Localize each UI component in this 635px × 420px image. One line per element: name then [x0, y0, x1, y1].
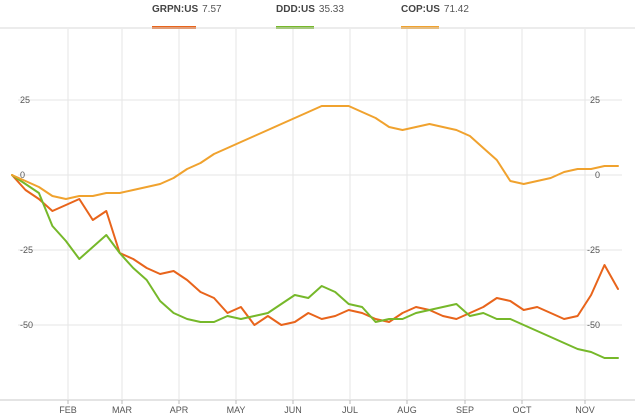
y-tick-label-left: 0	[20, 170, 25, 180]
legend-value: 7.57	[202, 4, 222, 15]
y-tick-label-right: 25	[590, 95, 600, 105]
y-tick-label-left: 25	[20, 95, 30, 105]
x-tick-label: FEB	[59, 405, 77, 415]
y-tick-label-right: -50	[587, 320, 600, 330]
legend-symbol: GRPN:US	[152, 4, 199, 15]
series-line-cop	[11, 105, 619, 200]
y-tick-label-right: -25	[587, 245, 600, 255]
chart-lines	[11, 105, 619, 359]
y-tick-label-left: -25	[20, 245, 33, 255]
x-tick-label: JUL	[342, 405, 358, 415]
legend-value: 35.33	[318, 4, 344, 15]
x-tick-label: SEP	[456, 405, 474, 415]
x-tick-label: APR	[170, 405, 189, 415]
legend-symbol: DDD:US	[276, 4, 315, 15]
x-tick-label: MAR	[112, 405, 133, 415]
y-axis: 25 25 0 0 -25 -25 -50 -50	[20, 95, 600, 330]
legend-value: 71.42	[443, 4, 469, 15]
x-tick-label: OCT	[513, 405, 533, 415]
y-tick-label-left: -50	[20, 320, 33, 330]
chart-grid	[0, 27, 635, 401]
y-tick-label-right: 0	[595, 170, 600, 180]
series-line-ddd	[11, 174, 619, 359]
legend-symbol: COP:US	[401, 4, 440, 15]
x-axis: FEB MAR APR MAY JUN JUL AUG SEP OCT NOV	[59, 400, 595, 415]
x-tick-label: MAY	[227, 405, 246, 415]
series-line-grpn	[11, 174, 619, 326]
x-tick-label: JUN	[284, 405, 302, 415]
x-tick-label: NOV	[575, 405, 595, 415]
x-tick-label: AUG	[397, 405, 417, 415]
